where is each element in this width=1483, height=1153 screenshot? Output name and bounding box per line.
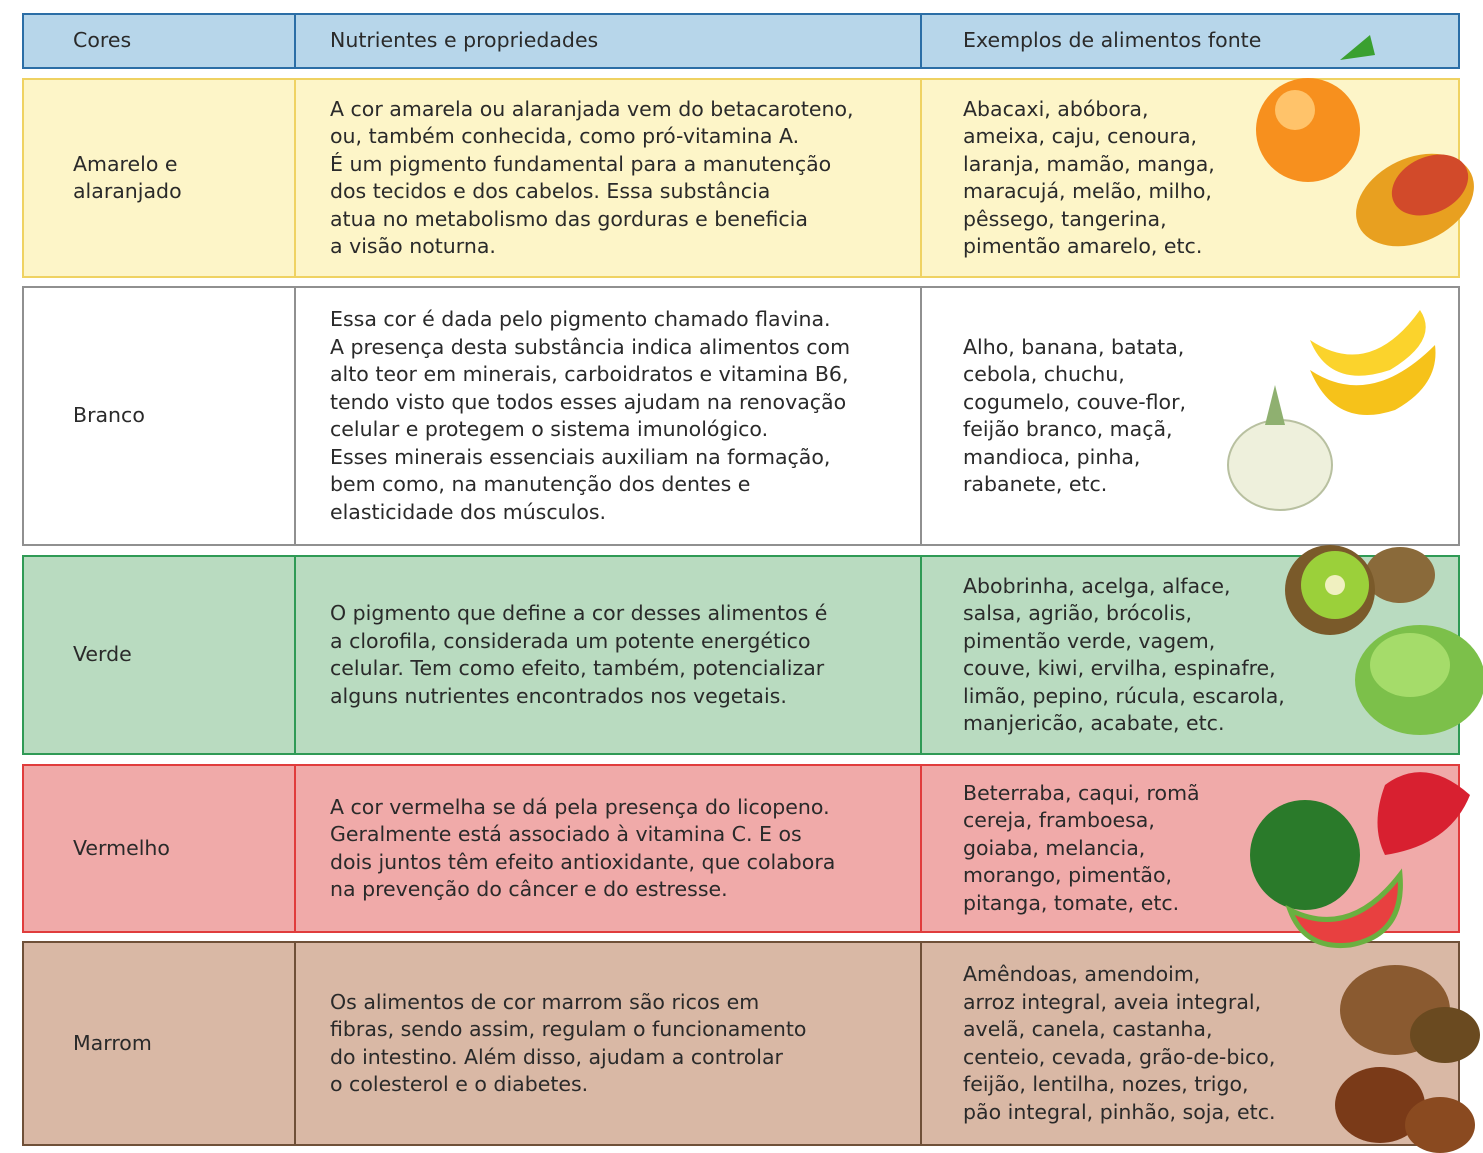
cell-line: na prevenção do câncer e do estresse. [330,877,728,901]
cell-line: dos tecidos e dos cabelos. Essa substânc… [330,179,771,203]
cell-line: cereja, framboesa, [963,808,1155,833]
cell-line: cebola, chuchu, [963,362,1125,386]
cell-line: avelã, canela, castanha, [963,1017,1213,1041]
cell-line: É um pigmento fundamental para a manuten… [330,151,832,176]
table-row: Marrom Os alimentos de cor marrom são ric… [22,941,1460,1146]
cell-line: alto teor em minerais, carboidratos e vi… [330,362,849,386]
cell-line: Alho, banana, batata, [963,334,1185,359]
cell-line: Abobrinha, acelga, alface, [963,573,1231,598]
cell-line: a visão noturna. [330,234,496,258]
cell-line: o colesterol e o diabetes. [330,1072,589,1096]
nutrients-cell: O pigmento que define a cor desses alime… [294,557,922,753]
color-cell: Verde [24,557,294,753]
cell-line: A cor amarela ou alaranjada vem do betac… [330,96,854,121]
cell-line: A presença desta substância indica alime… [330,334,851,359]
cell-line: Marrom [73,1030,152,1055]
cell-line: atua no metabolismo das gorduras e benef… [330,206,808,231]
cell-line: dois juntos têm efeito antioxidante, que… [330,849,836,874]
cell-line: goiaba, melancia, [963,835,1146,860]
cell-line: centeio, cevada, grão-de-bico, [963,1044,1276,1069]
cell-line: mandioca, pinha, [963,444,1141,469]
foods-cell: Beterraba, caqui, romã cereja, framboesa,… [922,766,1458,931]
cell-line: a clorofila, considerada um potente ener… [330,628,811,653]
table-row: Amarelo e alaranjado A cor amarela ou alar… [22,78,1460,278]
header-cell: Nutrientes e propriedades [294,15,922,67]
cell-line: alguns nutrientes encontrados nos vegeta… [330,683,787,708]
cell-line: elasticidade dos músculos. [330,499,607,524]
color-cell: Amarelo e alaranjado [24,80,294,276]
header-text: Exemplos de alimentos fonte [963,28,1262,53]
header-cell: Exemplos de alimentos fonte [922,15,1458,67]
cell-line: bem como, na manutenção dos dentes e [330,472,751,496]
header-text: Cores [73,28,132,53]
cell-line: arroz integral, aveia integral, [963,989,1262,1014]
cell-line: morango, pimentão, [963,863,1173,888]
cell-line: Esses minerais essenciais auxiliam na fo… [330,444,831,469]
cell-line: Vermelho [73,835,170,860]
header-cell: Cores [24,15,294,67]
cell-line: do intestino. Além disso, ajudam a contr… [330,1044,783,1069]
cell-line: pitanga, tomate, etc. [963,890,1180,915]
nutrients-cell: Essa cor é dada pelo pigmento chamado fl… [294,288,922,544]
cell-line: Branco [73,403,145,428]
cell-line: O pigmento que define a cor desses alime… [330,601,828,625]
cell-line: Essa cor é dada pelo pigmento chamado fl… [330,307,831,331]
color-cell: Branco [24,288,294,544]
cell-line: fibras, sendo assim, regulam o funcionam… [330,1017,807,1041]
table-row: Branco Essa cor é dada pelo pigmento cham… [22,286,1460,546]
cell-line: celular. Tem como efeito, também, potenc… [330,656,825,680]
cell-line: Verde [73,642,132,667]
cell-line: manjericão, acabate, etc. [963,711,1225,735]
table-row: Verde O pigmento que define a cor desses … [22,555,1460,755]
cell-line: rabanete, etc. [963,472,1108,496]
cell-line: Beterraba, caqui, romã [963,780,1200,805]
nutrients-cell: A cor amarela ou alaranjada vem do betac… [294,80,922,276]
cell-line: feijão, lentilha, nozes, trigo, [963,1072,1249,1096]
cell-line: alaranjado [73,179,182,203]
cell-line: maracujá, melão, milho, [963,179,1212,203]
cell-line: pêssego, tangerina, [963,206,1167,231]
nutrients-cell: A cor vermelha se dá pela presença do li… [294,766,922,931]
cell-line: salsa, agrião, brócolis, [963,601,1192,625]
table-row: Vermelho A cor vermelha se dá pela presen… [22,764,1460,933]
nutrients-cell: Os alimentos de cor marrom são ricos em f… [294,943,922,1144]
cell-line: Abacaxi, abóbora, [963,96,1149,121]
cell-line: couve, kiwi, ervilha, espinafre, [963,656,1276,680]
foods-cell: Alho, banana, batata, cebola, chuchu, cogu… [922,288,1458,544]
cell-line: Amêndoas, amendoim, [963,962,1201,986]
cell-line: A cor vermelha se dá pela presença do li… [330,794,830,819]
color-cell: Marrom [24,943,294,1144]
color-cell: Vermelho [24,766,294,931]
cell-line: tendo visto que todos esses ajudam na re… [330,389,847,414]
foods-cell: Abacaxi, abóbora, ameixa, caju, cenoura, l… [922,80,1458,276]
foods-cell: Amêndoas, amendoim, arroz integral, aveia… [922,943,1458,1144]
cell-line: ameixa, caju, cenoura, [963,124,1198,148]
cell-line: Amarelo e [73,151,178,176]
cell-line: ou, também conhecida, como pró-vitamina … [330,124,800,148]
cell-line: feijão branco, maçã, [963,417,1173,441]
header-row: Cores Nutrientes e propriedades Exemplos d… [22,13,1460,69]
cell-line: Os alimentos de cor marrom são ricos em [330,989,760,1014]
cell-line: pão integral, pinhão, soja, etc. [963,1099,1276,1124]
cell-line: laranja, mamão, manga, [963,151,1215,176]
cell-line: pimentão amarelo, etc. [963,234,1203,258]
cell-line: cogumelo, couve-flor, [963,389,1187,414]
cell-line: limão, pepino, rúcula, escarola, [963,683,1285,708]
cell-line: celular e protegem o sistema imunológico… [330,417,769,441]
header-text: Nutrientes e propriedades [330,28,599,53]
cell-line: pimentão verde, vagem, [963,628,1216,653]
foods-cell: Abobrinha, acelga, alface, salsa, agrião,… [922,557,1458,753]
cell-line: Geralmente está associado à vitamina C. … [330,822,802,846]
